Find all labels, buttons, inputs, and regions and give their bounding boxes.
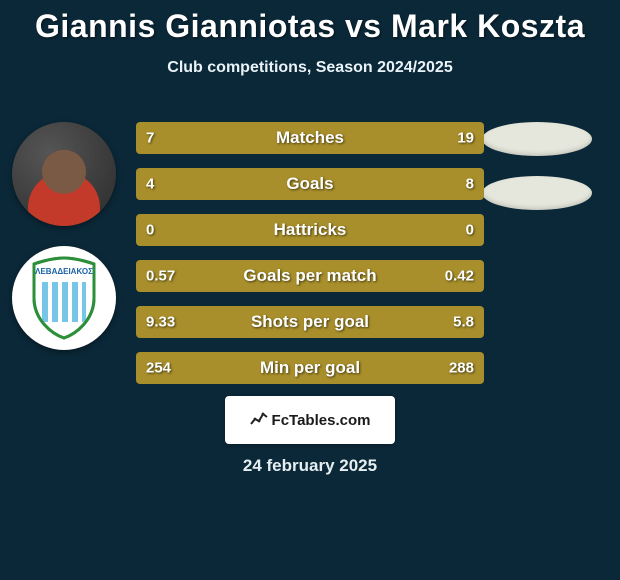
bar-label: Matches (136, 128, 484, 148)
bar-label: Min per goal (136, 358, 484, 378)
bar-label: Goals (136, 174, 484, 194)
right-oval-column (482, 122, 602, 210)
date-text: 24 february 2025 (0, 456, 620, 476)
bar-left-value: 0.57 (146, 268, 175, 285)
bar-right-value: 288 (449, 360, 474, 377)
bar-right-value: 8 (466, 176, 474, 193)
bar-right-value: 0.42 (445, 268, 474, 285)
oval-decor (482, 176, 592, 210)
comparison-bars: 7 19Matches 4 8Goals 0 0Hattricks 0.57 0.42Goal… (136, 122, 484, 384)
bar-left-value: 4 (146, 176, 154, 193)
bar-right-value: 0 (466, 222, 474, 239)
watermark-text: FcTables.com (272, 412, 371, 429)
bar-left-value: 0 (146, 222, 154, 239)
club-avatar: ΛΕΒΑΔΕΙΑΚΟΣ (12, 246, 116, 350)
subtitle: Club competitions, Season 2024/2025 (0, 59, 620, 77)
bar-right-value: 5.8 (453, 314, 474, 331)
svg-text:ΛΕΒΑΔΕΙΑΚΟΣ: ΛΕΒΑΔΕΙΑΚΟΣ (35, 267, 93, 276)
bar-label: Hattricks (136, 220, 484, 240)
bar-left-value: 7 (146, 130, 154, 147)
stat-bar: 4 8Goals (136, 168, 484, 200)
left-avatar-column: ΛΕΒΑΔΕΙΑΚΟΣ (8, 122, 120, 350)
bar-left-value: 254 (146, 360, 171, 377)
page-title: Giannis Gianniotas vs Mark Koszta (0, 0, 620, 45)
bar-right-value: 19 (457, 130, 474, 147)
club-shield-icon: ΛΕΒΑΔΕΙΑΚΟΣ (28, 256, 100, 340)
stat-bar: 0.57 0.42Goals per match (136, 260, 484, 292)
stat-bar: 0 0Hattricks (136, 214, 484, 246)
stat-bar: 7 19Matches (136, 122, 484, 154)
bar-left-value: 9.33 (146, 314, 175, 331)
chart-icon (250, 409, 268, 432)
bar-label: Goals per match (136, 266, 484, 286)
player-avatar (12, 122, 116, 226)
stat-bar: 254 288Min per goal (136, 352, 484, 384)
bar-label: Shots per goal (136, 312, 484, 332)
watermark: FcTables.com (225, 396, 395, 444)
oval-decor (482, 122, 592, 156)
stat-bar: 9.33 5.8Shots per goal (136, 306, 484, 338)
